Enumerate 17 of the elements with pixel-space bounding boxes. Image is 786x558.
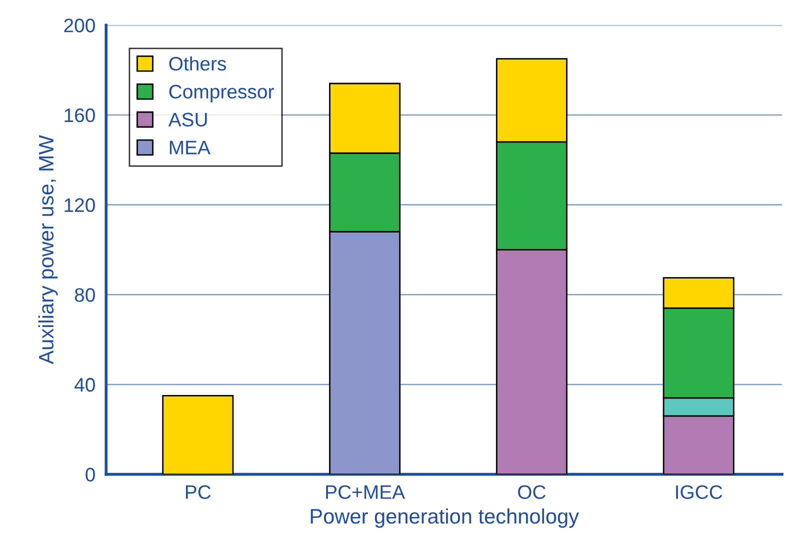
y-tick-label: 200	[64, 18, 95, 32]
y-tick-label: 40	[74, 378, 95, 392]
y-tick-label: 80	[74, 288, 95, 302]
y-tick-label: 0	[86, 468, 95, 482]
legend-label: MEA	[170, 140, 210, 154]
legend-label: Others	[169, 56, 226, 71]
x-tick-label: PC+MEA	[326, 485, 406, 499]
legend-label: ASU	[168, 112, 207, 127]
x-tick-label: OC	[518, 485, 546, 499]
y-axis-title: Auxiliary power use, MW	[38, 135, 58, 364]
legend-label: Compressor	[169, 84, 274, 102]
x-axis-title: Power generation technology	[310, 508, 579, 528]
bar	[162, 394, 234, 474]
y-tick-label: 160	[64, 108, 95, 122]
x-tick-label: IGCC	[676, 485, 722, 499]
y-tick-label: 120	[64, 198, 95, 212]
x-tick-label: PC	[186, 485, 211, 499]
